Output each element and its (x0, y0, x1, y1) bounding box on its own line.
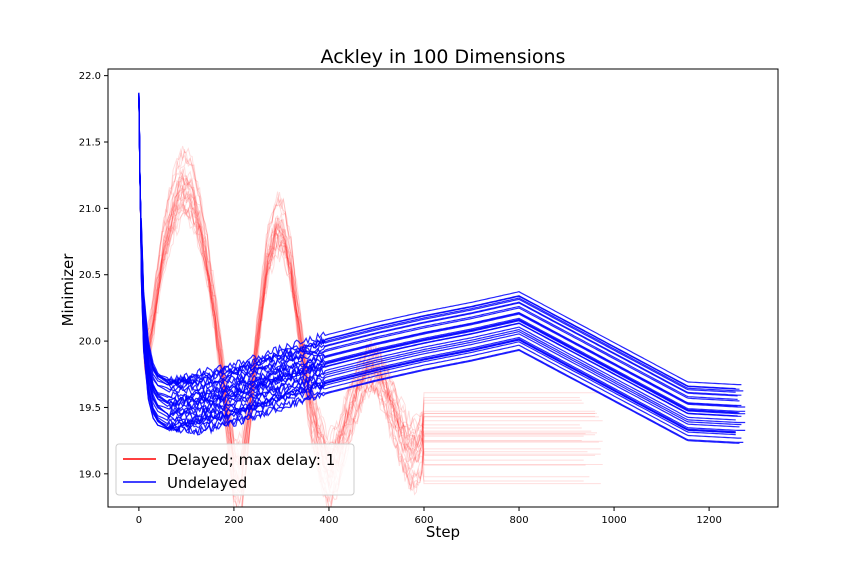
delayed-series-line (138, 102, 596, 489)
delayed-series-line (138, 102, 584, 471)
chart-title: Ackley in 100 Dimensions (321, 46, 566, 68)
x-tick-label: 0 (136, 515, 142, 526)
y-axis-label: Minimizer (59, 253, 77, 327)
delayed-series-line (138, 102, 588, 507)
undelayed-series-line (138, 96, 740, 428)
delayed-series-line (138, 102, 597, 469)
delayed-series-line (138, 102, 584, 480)
undelayed-series-line (138, 92, 742, 387)
legend: Delayed; max delay: 1 Undelayed (115, 443, 355, 496)
undelayed-series-line (138, 93, 744, 392)
delayed-series-line (138, 102, 603, 494)
x-tick-label: 600 (414, 515, 433, 526)
delayed-series-line (138, 102, 590, 478)
delayed-series-line (138, 102, 586, 481)
delayed-series-line (138, 102, 599, 469)
legend-box (115, 443, 355, 496)
delayed-series-line (138, 102, 592, 468)
axes-frame (107, 68, 779, 508)
undelayed-series-line (138, 94, 740, 402)
x-axis-label: Step (426, 523, 460, 541)
axes: 0 200 400 600 800 1000 1200 19.0 19.5 20.0 20.5 21.… (79, 68, 779, 526)
undelayed-series-line (138, 97, 736, 434)
undelayed-series-line (138, 96, 742, 426)
delayed-series-line (138, 102, 601, 494)
undelayed-series-line (138, 93, 742, 396)
y-tick-label: 20.5 (79, 270, 101, 281)
x-tick-label: 400 (319, 515, 338, 526)
legend-label-delayed: Delayed; max delay: 1 (167, 451, 335, 469)
undelayed-series-line (138, 97, 746, 433)
y-tick-label: 21.0 (79, 204, 101, 215)
undelayed-series-line (138, 95, 738, 413)
x-tick-label: 1000 (601, 515, 626, 526)
y-tick-label: 21.5 (79, 138, 101, 149)
delayed-series-line (138, 102, 582, 450)
delayed-series-line (138, 102, 586, 507)
x-tick-label: 800 (509, 515, 528, 526)
y-tick-label: 19.5 (79, 403, 101, 414)
undelayed-series-line (138, 97, 742, 439)
delayed-series-line (138, 102, 580, 486)
undelayed-series-line (138, 95, 746, 412)
legend-label-undelayed: Undelayed (167, 474, 247, 492)
delayed-series-line (138, 102, 603, 504)
delayed-series-line (138, 102, 596, 507)
x-tick-label: 1200 (696, 515, 721, 526)
plot-area (138, 92, 746, 507)
undelayed-series-line (138, 94, 742, 407)
y-tick-label: 19.0 (79, 469, 101, 480)
undelayed-series-line (138, 95, 746, 415)
x-tick-label: 200 (224, 515, 243, 526)
undelayed-series-line (138, 94, 746, 408)
undelayed-series-line (138, 97, 736, 433)
undelayed-series-line (138, 93, 736, 393)
delayed-series-line (138, 102, 580, 460)
undelayed-series-line (138, 95, 738, 418)
delayed-series-line (138, 102, 584, 507)
y-tick-label: 20.0 (79, 337, 101, 348)
undelayed-series-line (138, 97, 736, 436)
y-tick-label: 22.0 (79, 71, 101, 82)
undelayed-series-line (138, 93, 738, 397)
